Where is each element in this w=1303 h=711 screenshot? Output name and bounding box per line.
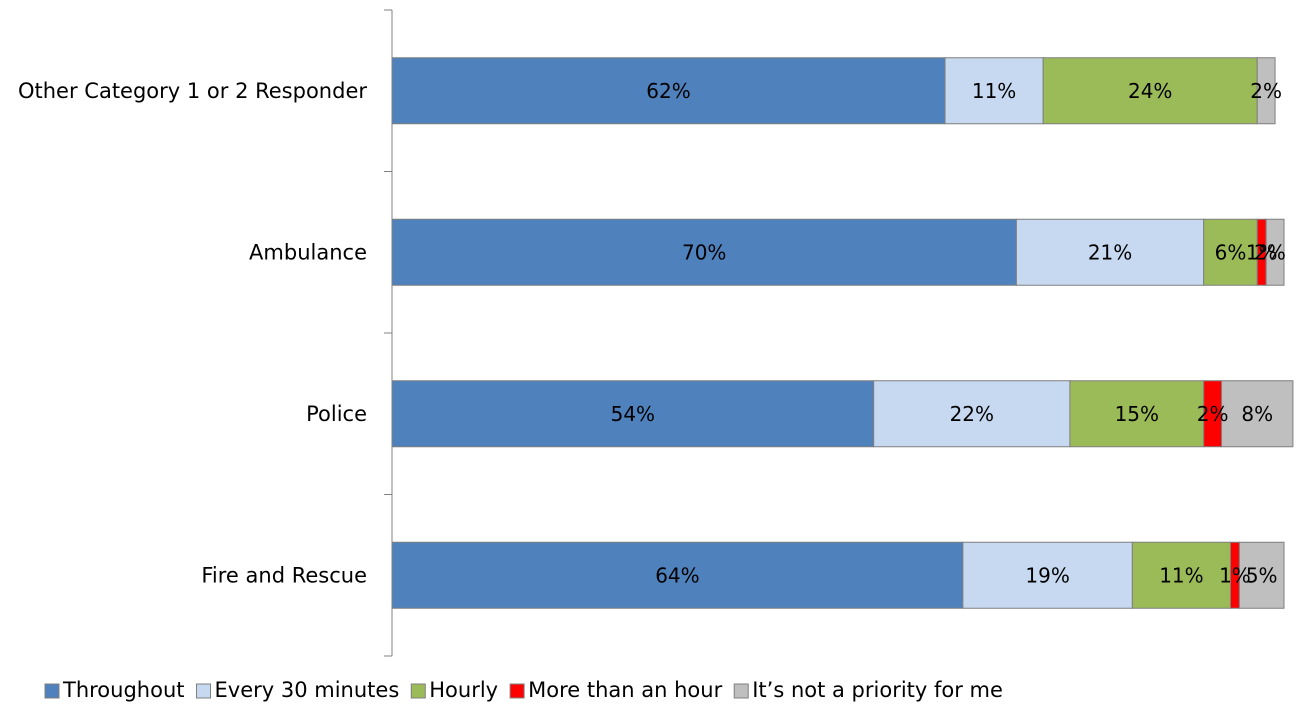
data-label: 22%	[950, 402, 994, 426]
legend-swatch	[733, 683, 749, 699]
legend-label: More than an hour	[528, 678, 722, 702]
data-label: 15%	[1115, 402, 1159, 426]
bar-segment	[1069, 380, 1205, 448]
data-label: 11%	[972, 79, 1016, 103]
bar-segment	[391, 218, 1017, 286]
bar-segment	[1265, 218, 1285, 286]
bar-segment	[1042, 57, 1258, 125]
bar-segment	[391, 57, 946, 125]
bar-segment	[391, 541, 964, 609]
data-label: 2%	[1250, 79, 1282, 103]
category-label: Fire and Rescue	[201, 563, 367, 587]
category-label: Police	[306, 402, 367, 426]
legend-swatch	[509, 683, 525, 699]
data-label: 64%	[655, 563, 699, 587]
bar-segment	[962, 541, 1133, 609]
data-label: 11%	[1159, 563, 1203, 587]
category-label: Ambulance	[249, 240, 367, 264]
data-label: 6%	[1215, 240, 1247, 264]
data-label: 19%	[1025, 563, 1069, 587]
category-label: Other Category 1 or 2 Responder	[18, 79, 367, 103]
data-label: 24%	[1128, 79, 1172, 103]
bar-segment	[1256, 57, 1276, 125]
legend-swatch	[410, 683, 426, 699]
bar-segment	[1131, 541, 1231, 609]
data-label: 1%	[1246, 240, 1278, 264]
legend-swatch	[44, 683, 60, 699]
legend-label: Every 30 minutes	[215, 678, 400, 702]
data-label: 62%	[646, 79, 690, 103]
data-label: 8%	[1241, 402, 1273, 426]
bar-segment	[1203, 218, 1258, 286]
data-label: 5%	[1246, 563, 1278, 587]
data-label: 1%	[1219, 563, 1251, 587]
bar-segment	[391, 380, 875, 448]
bar-segment	[1015, 218, 1205, 286]
data-label: 2%	[1254, 240, 1286, 264]
data-label: 21%	[1088, 240, 1132, 264]
data-label: 54%	[611, 402, 655, 426]
legend-label: It’s not a priority for me	[752, 678, 1003, 702]
legend-label: Throughout	[62, 678, 185, 702]
data-label: 70%	[682, 240, 726, 264]
legend-swatch	[196, 683, 211, 699]
data-label: 2%	[1197, 402, 1229, 426]
bar-segment	[1238, 541, 1285, 609]
legend-label: Hourly	[429, 678, 498, 702]
bar-segment	[1221, 380, 1294, 448]
